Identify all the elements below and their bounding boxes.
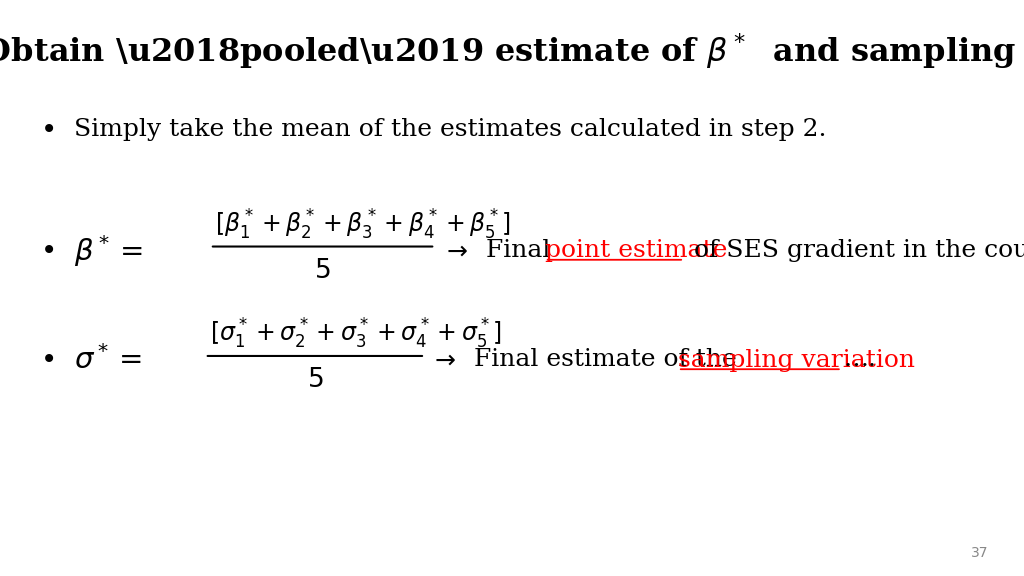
Text: $\rightarrow$: $\rightarrow$ [430,348,457,372]
Text: $[\sigma_1^* + \sigma_2^*+ \sigma_3^* + \sigma_4^* + \sigma_5^*]$: $[\sigma_1^* + \sigma_2^*+ \sigma_3^* + … [210,317,502,351]
Text: •: • [41,116,57,143]
Text: 37: 37 [971,546,988,560]
Text: $\sigma^* =$: $\sigma^* =$ [74,345,141,375]
Text: •: • [41,237,57,264]
Text: $\beta^* =$: $\beta^* =$ [74,233,142,268]
Text: $[\beta_1^* + \beta_2^*+ \beta_3^* + \beta_4^* + \beta_5^*]$: $[\beta_1^* + \beta_2^*+ \beta_3^* + \be… [215,207,511,242]
Text: sampling variation: sampling variation [678,348,914,372]
Text: point estimate: point estimate [545,239,727,262]
Text: •: • [41,346,57,374]
Text: $\rightarrow$: $\rightarrow$ [442,238,469,263]
Text: Final estimate of the: Final estimate of the [474,348,744,372]
Text: Simply take the mean of the estimates calculated in step 2.: Simply take the mean of the estimates ca… [74,118,826,141]
Text: ….: …. [844,348,877,372]
Text: Final: Final [486,239,559,262]
Text: $5$: $5$ [307,367,324,393]
Text: Step 3: Obtain \u2018pooled\u2019 estimate of $\beta^*$  and sampling variance: Step 3: Obtain \u2018pooled\u2019 estima… [0,32,1024,71]
Text: $5$: $5$ [314,257,331,284]
Text: of SES gradient in the country…: of SES gradient in the country… [686,239,1024,262]
